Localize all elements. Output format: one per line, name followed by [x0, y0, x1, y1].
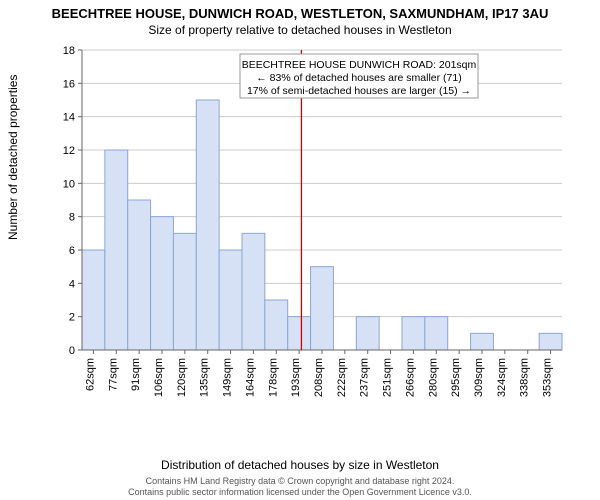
histogram-bar — [219, 250, 242, 350]
x-tick-label: 324sqm — [496, 358, 508, 397]
svg-text:10: 10 — [63, 178, 75, 190]
svg-text:2: 2 — [69, 312, 75, 324]
x-tick-label: 237sqm — [359, 358, 371, 397]
chart-subtitle: Size of property relative to detached ho… — [0, 21, 600, 37]
histogram-bar — [425, 317, 448, 350]
histogram-bar — [128, 200, 151, 350]
x-tick-label: 280sqm — [427, 358, 439, 397]
x-tick-label: 164sqm — [244, 358, 256, 397]
chart-svg: 0 2 4 6 8 10 12 14 16 18 62sqm 77sqm 91sqm 106sqm 120s… — [54, 44, 574, 404]
chart-footnote: Contains HM Land Registry data © Crown c… — [0, 476, 600, 498]
histogram-bar — [356, 317, 379, 350]
histogram-bar — [539, 333, 562, 350]
x-tick-label: 62sqm — [84, 358, 96, 391]
x-tick-label: 222sqm — [336, 358, 348, 397]
x-tick-label: 338sqm — [519, 358, 531, 397]
info-box-line: BEECHTREE HOUSE DUNWICH ROAD: 201sqm — [242, 59, 477, 71]
x-tick-label: 266sqm — [404, 358, 416, 397]
svg-text:8: 8 — [69, 212, 75, 224]
x-tick-label: 149sqm — [222, 358, 234, 397]
svg-text:0: 0 — [69, 345, 75, 357]
svg-text:6: 6 — [69, 245, 75, 257]
histogram-bar — [265, 300, 288, 350]
svg-text:18: 18 — [63, 45, 75, 57]
svg-text:14: 14 — [63, 112, 75, 124]
histogram-bar — [105, 150, 128, 350]
x-tick-label: 135sqm — [199, 358, 211, 397]
histogram-bar — [471, 333, 494, 350]
chart-plot-area: 0 2 4 6 8 10 12 14 16 18 62sqm 77sqm 91sqm 106sqm 120s… — [54, 44, 574, 404]
histogram-bar — [173, 233, 196, 350]
x-tick-label: 193sqm — [290, 358, 302, 397]
svg-text:16: 16 — [63, 78, 75, 90]
svg-text:12: 12 — [63, 145, 75, 157]
x-tick-label: 77sqm — [107, 358, 119, 391]
x-tick-label: 91sqm — [130, 358, 142, 391]
histogram-bar — [151, 217, 174, 350]
info-box-line: ← 83% of detached houses are smaller (71… — [256, 72, 461, 84]
info-box-line: 17% of semi-detached houses are larger (… — [247, 85, 471, 97]
x-tick-label: 251sqm — [382, 358, 394, 397]
footnote-line-2: Contains public sector information licen… — [128, 487, 472, 497]
chart-title: BEECHTREE HOUSE, DUNWICH ROAD, WESTLETON… — [0, 0, 600, 21]
svg-text:4: 4 — [69, 278, 75, 290]
x-tick-label: 120sqm — [176, 358, 188, 397]
histogram-bar — [196, 100, 219, 350]
histogram-bar — [288, 317, 311, 350]
x-tick-label: 208sqm — [313, 358, 325, 397]
x-tick-label: 106sqm — [153, 358, 165, 397]
histogram-bar — [311, 267, 334, 350]
x-axis-label: Distribution of detached houses by size … — [0, 458, 600, 472]
x-tick-label: 309sqm — [473, 358, 485, 397]
histogram-bar — [402, 317, 425, 350]
x-tick-label: 178sqm — [267, 358, 279, 397]
x-tick-label: 295sqm — [450, 358, 462, 397]
x-tick-label: 353sqm — [542, 358, 554, 397]
histogram-bar — [82, 250, 105, 350]
footnote-line-1: Contains HM Land Registry data © Crown c… — [146, 476, 455, 486]
y-axis-label: Number of detached properties — [6, 75, 20, 240]
histogram-bar — [242, 233, 265, 350]
